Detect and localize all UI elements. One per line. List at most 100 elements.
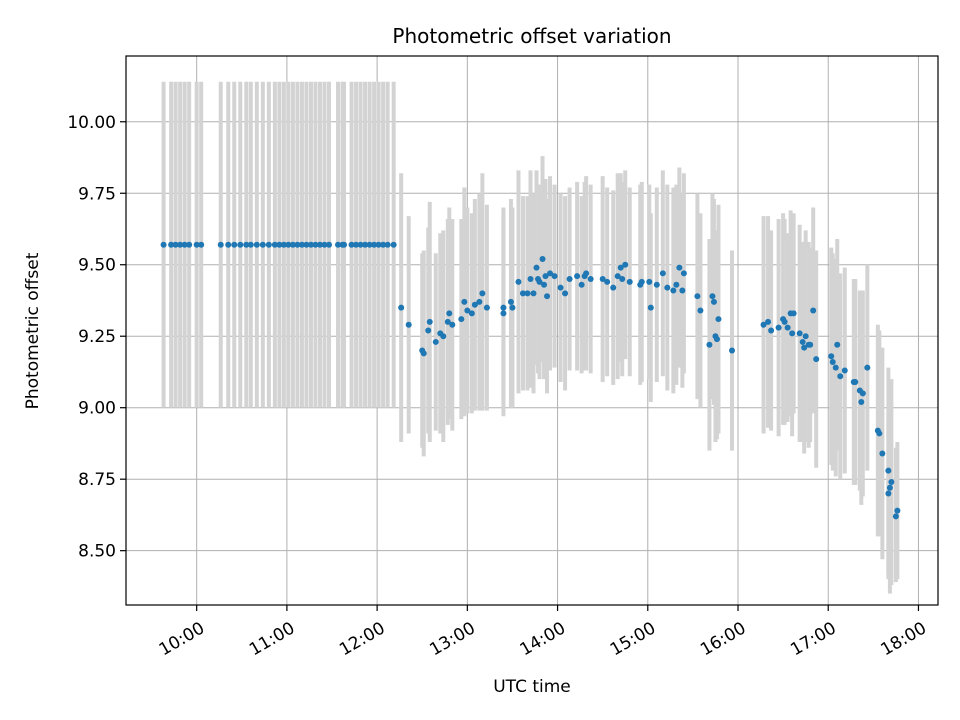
y-tick-label: 9.00 <box>78 399 116 419</box>
data-point <box>405 321 412 328</box>
data-point <box>775 324 782 331</box>
data-point <box>321 241 328 248</box>
data-point <box>253 241 260 248</box>
data-point <box>366 241 373 248</box>
data-point <box>802 333 809 340</box>
data-point <box>859 390 866 397</box>
y-tick-label: 10.00 <box>67 113 116 133</box>
data-point <box>172 241 179 248</box>
data-point <box>664 284 671 291</box>
data-point <box>638 278 645 285</box>
data-point <box>357 241 364 248</box>
data-point <box>680 270 687 277</box>
data-point <box>646 278 653 285</box>
data-point <box>829 358 836 365</box>
data-point <box>198 241 205 248</box>
data-point <box>619 276 626 283</box>
data-point <box>566 276 573 283</box>
data-point <box>706 341 713 348</box>
data-point <box>837 373 844 380</box>
data-point <box>186 241 193 248</box>
data-point <box>524 290 531 297</box>
data-point <box>715 316 722 323</box>
data-point <box>326 241 332 248</box>
data-point <box>168 241 175 248</box>
data-point <box>225 241 232 248</box>
data-point <box>799 338 806 345</box>
data-point <box>479 290 486 297</box>
data-point <box>765 318 772 325</box>
data-point <box>371 241 378 248</box>
data-point <box>294 241 301 248</box>
data-point <box>384 241 391 248</box>
data-point <box>557 284 564 291</box>
data-point <box>790 310 797 317</box>
data-point <box>440 333 447 340</box>
data-point <box>888 479 895 486</box>
data-point <box>307 241 314 248</box>
data-point <box>784 324 791 331</box>
data-point <box>519 290 526 297</box>
data-point <box>789 330 796 337</box>
data-point <box>468 310 475 317</box>
data-point <box>892 513 899 520</box>
data-point <box>259 241 266 248</box>
data-point <box>536 278 543 285</box>
data-point <box>285 241 292 248</box>
data-point <box>530 290 537 297</box>
data-point <box>390 241 397 248</box>
data-point <box>864 364 871 371</box>
data-point <box>444 318 451 325</box>
data-point <box>852 378 859 385</box>
data-point <box>574 273 581 280</box>
data-point <box>280 241 287 248</box>
data-point <box>544 293 551 300</box>
data-point <box>289 241 296 248</box>
data-point <box>380 241 387 248</box>
y-tick-label: 8.75 <box>78 470 116 490</box>
data-point <box>449 321 456 328</box>
data-point <box>670 287 677 294</box>
data-point <box>335 241 342 248</box>
data-point <box>828 353 835 360</box>
data-point <box>653 281 660 288</box>
y-axis: 8.50 8.75 9.00 9.25 9.50 9.75 10.00 <box>67 113 126 562</box>
data-point <box>886 484 893 491</box>
y-tick-label: 9.50 <box>78 256 116 276</box>
y-axis-title: Photometric offset <box>23 252 43 409</box>
data-point <box>876 430 883 437</box>
data-point <box>562 290 569 297</box>
data-point <box>476 298 483 305</box>
data-point <box>458 316 465 323</box>
data-point <box>599 276 606 283</box>
data-point <box>709 293 716 300</box>
data-point <box>841 367 848 374</box>
data-point <box>515 278 522 285</box>
data-point <box>193 241 200 248</box>
data-point <box>813 356 820 363</box>
data-point <box>509 304 516 311</box>
data-point <box>483 304 490 311</box>
x-axis-title: UTC time <box>493 677 571 697</box>
data-point <box>247 241 254 248</box>
data-points <box>160 241 901 520</box>
data-point <box>647 304 654 311</box>
data-point <box>710 298 717 305</box>
data-point <box>237 241 244 248</box>
data-point <box>614 273 621 280</box>
data-point <box>604 278 611 285</box>
data-point <box>316 241 323 248</box>
data-point <box>760 321 767 328</box>
data-point <box>626 278 633 285</box>
plot-frame <box>125 55 939 606</box>
data-point <box>461 298 468 305</box>
y-tick-label: 8.50 <box>78 542 116 562</box>
data-point <box>796 330 803 337</box>
data-point <box>217 241 224 248</box>
data-point <box>832 364 839 371</box>
data-point <box>713 336 720 343</box>
data-point <box>539 256 546 263</box>
chart-title: Photometric offset variation <box>392 24 671 48</box>
data-point <box>303 241 310 248</box>
